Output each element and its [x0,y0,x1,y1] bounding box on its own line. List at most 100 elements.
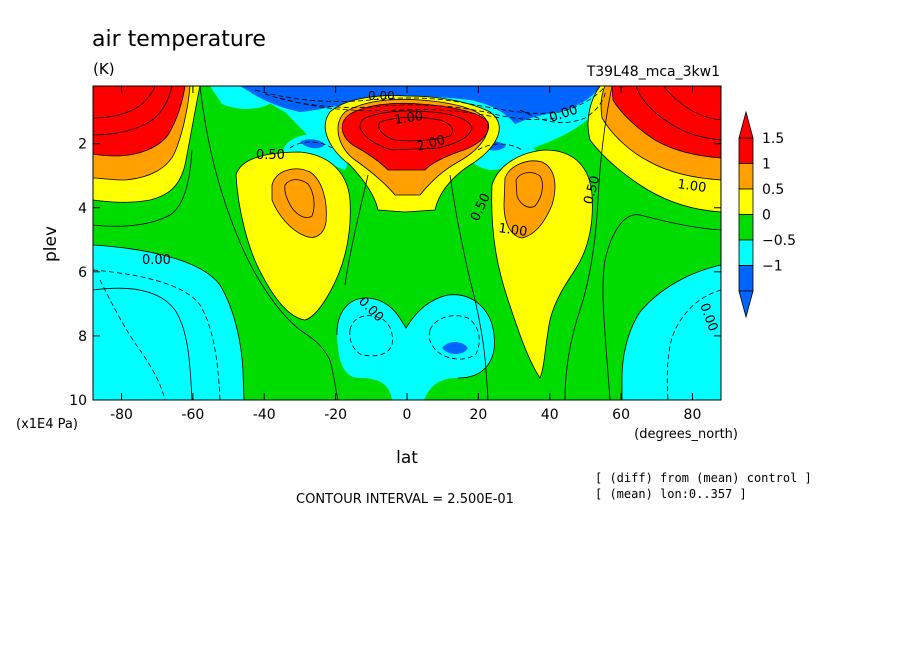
colorbar-swatch [738,214,754,241]
y-tick-label: 2 [78,137,87,153]
region-red-south-pole [93,86,185,156]
contour-line [503,160,556,239]
contour-line [515,172,543,208]
contour-line [93,244,245,400]
chart-units: (K) [93,60,115,78]
contour-line [284,179,315,218]
contour-line [611,86,721,159]
negative-contours [93,86,721,400]
contour-line [344,174,369,286]
contour-line-dashed [93,269,221,400]
contour-lines [93,86,721,400]
contour-line-dashed [289,141,333,149]
contour-line-dashed [349,315,393,357]
x-tick-label: -40 [253,407,276,423]
x-tick-label: -60 [181,407,204,423]
x-tick-label: 0 [403,407,412,423]
colorbar-over-arrow [738,110,754,139]
note-diff: [ (diff) from (mean) control ] [595,471,812,485]
contour-label: 2.00 [415,133,447,155]
y-axis-units: (x1E4 Pa) [16,417,78,432]
x-axis-units: (degrees_north) [634,427,738,442]
contour-line [93,86,173,136]
x-axis-label: lat [396,448,418,468]
contour-line [93,149,193,227]
x-tick-label: 40 [541,407,559,423]
colorbar-label: 0 [762,208,771,224]
contour-line [336,294,495,379]
x-tick-label: -80 [110,407,133,423]
chart-title: air temperature [92,27,266,52]
contour-label: 1.00 [676,177,707,196]
colorbar: 1.5 1 0.5 0 −0.5 −1 [738,110,796,319]
x-tick-label: 20 [469,407,487,423]
colorbar-label: −1 [762,259,783,275]
region-red-equator [342,103,489,170]
contour-line [449,174,489,400]
y-tick-label: 6 [78,265,87,281]
region-cyan-south [93,245,244,400]
contour-label: 0.50 [581,174,603,206]
contour-line [93,86,191,181]
y-axis: 2 4 6 8 10 [69,137,721,409]
contour-label: 0.00 [368,89,395,103]
contour-line-dashed [254,86,606,114]
colorbar-label: −0.5 [762,233,796,249]
colorbar-swatch [738,137,754,164]
contour-line-dashed [666,289,721,400]
contour-line [564,86,613,400]
colorbar-swatch [738,163,754,190]
contour-line [635,86,721,141]
x-tick-label: 80 [684,407,702,423]
colorbar-label: 1.5 [762,131,784,147]
contour-line [378,116,454,142]
region-blue-spot-equator [442,342,468,354]
contour-line-dashed [279,97,501,119]
y-tick-label: 4 [78,201,87,217]
contour-label: 1.00 [497,221,528,240]
contour-line [93,287,193,400]
contour-line [663,86,721,121]
contour-line-dashed [99,279,166,400]
contour-line [199,86,339,400]
x-tick-label: -20 [324,407,347,423]
region-cyan-north [622,265,721,400]
contour-label: 0.50 [256,148,285,163]
region-red-north-pole [612,86,721,158]
y-tick-label: 8 [78,329,87,345]
contour-line [602,214,721,400]
colorbar-swatch [738,188,754,215]
contour-line [359,110,473,151]
contour-label: 0.00 [142,253,171,268]
contour-line [324,95,500,213]
contour-line [93,86,201,203]
colorbar-swatch [738,239,754,266]
contour-label: 1.00 [393,109,424,128]
note-mean: [ (mean) lon:0..357 ] [595,487,747,501]
contour-line [491,149,593,379]
contour-line-dashed [477,143,523,151]
contour-line [271,168,327,238]
contour-line-dashed [264,93,556,120]
y-tick-label: 10 [69,393,87,409]
region-cyan-equator [336,294,495,400]
colorbar-under-arrow [738,290,754,319]
contour-line-dashed [428,315,480,360]
region-orange-south-mid [272,168,327,238]
contour-line [587,86,721,213]
contour-line [621,264,721,400]
contour-line [93,86,156,119]
colorbar-label: 0.5 [762,182,784,198]
contour-field [93,86,721,400]
colorbar-swatch [738,265,754,292]
y-axis-label: plev [41,226,61,262]
region-blue-top [240,86,600,124]
colorbar-label: 1 [762,157,771,173]
contour-line [93,86,186,157]
contour-interval: CONTOUR INTERVAL = 2.500E-01 [296,492,514,507]
contour-line [337,98,489,196]
x-tick-label: 60 [612,407,630,423]
contour-line [235,151,351,321]
experiment-label: T39L48_mca_3kw1 [586,64,720,80]
